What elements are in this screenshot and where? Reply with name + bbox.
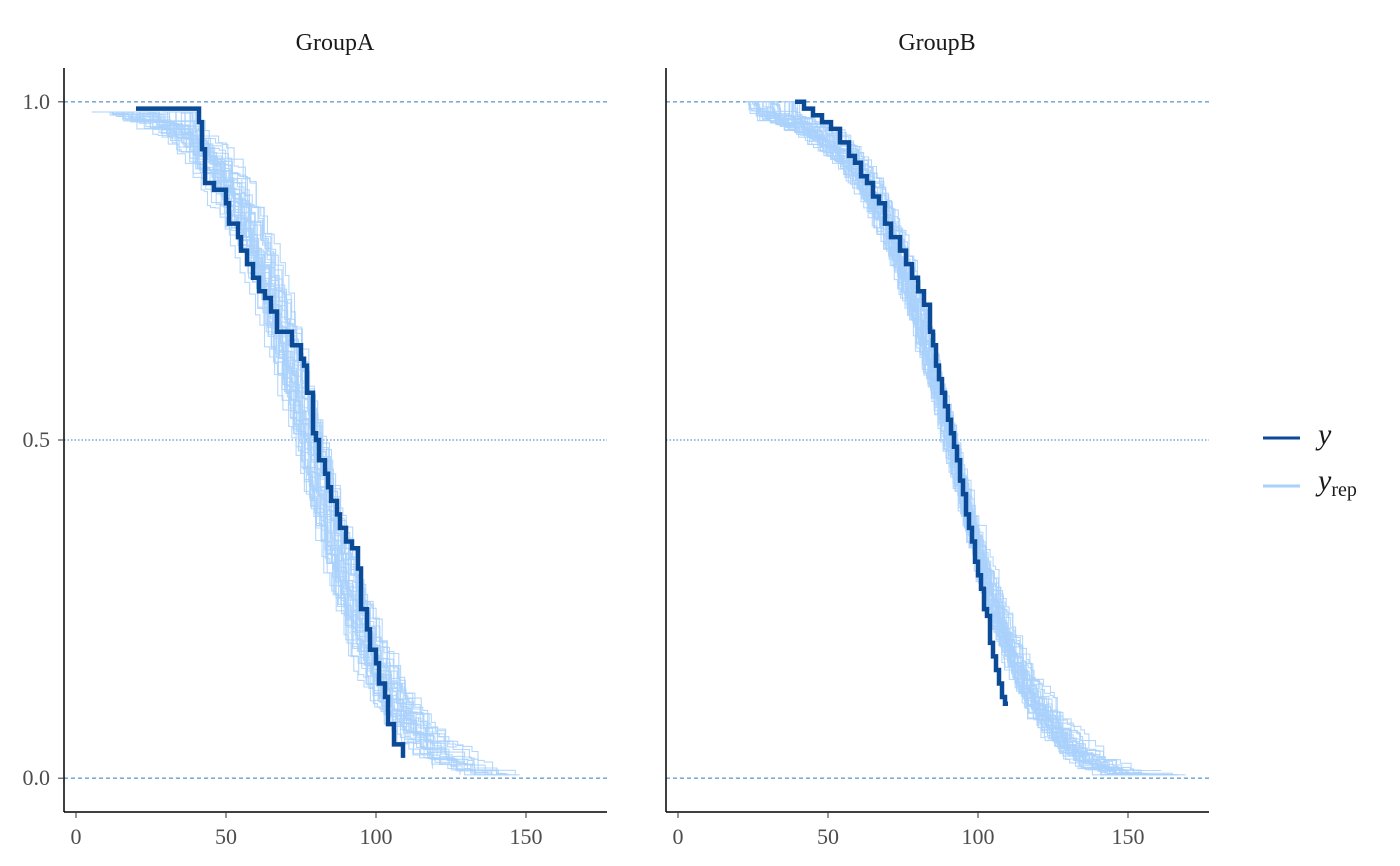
- yrep-curve: [775, 101, 1149, 776]
- yrep-curve: [751, 101, 1090, 755]
- yrep-curve: [765, 101, 1162, 772]
- yrep-curve: [797, 101, 1071, 750]
- yrep-curve: [768, 101, 1173, 776]
- yrep-curve: [781, 101, 1178, 776]
- yrep-curve: [775, 101, 1077, 758]
- yrep-curve: [113, 111, 426, 737]
- yrep-curve: [756, 101, 1120, 775]
- yrep-curve: [792, 101, 1082, 762]
- y-tick-label: 0.5: [23, 427, 51, 452]
- legend: y yrep: [1263, 418, 1357, 501]
- y-observed-step-curve: [795, 99, 1008, 707]
- x-tick-label: 50: [215, 824, 237, 849]
- yrep-curve: [786, 101, 1134, 776]
- yrep-curve: [745, 101, 1118, 776]
- x-tick-label: 100: [962, 824, 995, 849]
- yrep-curve: [781, 101, 1073, 741]
- reference-lines-group-a: [64, 101, 607, 779]
- yrep-curve: [769, 101, 1150, 776]
- y-tick-label: 1.0: [23, 89, 51, 114]
- yrep-curve: [786, 101, 1077, 741]
- yrep-curve: [786, 101, 1112, 776]
- yrep-curve: [750, 101, 1091, 759]
- y-tick-label: 0.0: [23, 765, 51, 790]
- yrep-curve: [790, 101, 1082, 747]
- legend-label-y: y: [1315, 418, 1332, 451]
- yrep-curve: [771, 101, 1179, 776]
- yrep-curve: [177, 111, 473, 773]
- yrep-curve: [180, 111, 396, 734]
- panel-group-a: GroupA 0 50 100 150 0.0 0.5 1.0: [23, 30, 607, 849]
- y-curve-group-a: [136, 106, 406, 758]
- axes-group-b: 0 50 100 150: [665, 68, 1209, 849]
- x-tick-label: 50: [817, 824, 839, 849]
- legend-label-yrep-base: y: [1315, 464, 1332, 497]
- y-observed-step-curve: [136, 106, 406, 758]
- reference-lines-group-b: [666, 101, 1209, 779]
- yrep-curve: [792, 101, 1162, 776]
- yrep-curve: [139, 111, 486, 775]
- x-tick-label: 150: [1112, 824, 1145, 849]
- yrep-curve: [746, 101, 1096, 757]
- x-tick-label: 150: [510, 824, 543, 849]
- yrep-curve: [788, 101, 1171, 776]
- yrep-curve: [91, 111, 467, 770]
- legend-label-yrep: yrep: [1315, 464, 1357, 501]
- yrep-curve: [749, 101, 1123, 773]
- yrep-curve: [753, 101, 1101, 770]
- yrep-curve: [795, 101, 1168, 776]
- panel-title-group-b: GroupB: [898, 30, 975, 56]
- yrep-curves-group-b: [745, 101, 1186, 776]
- x-tick-label: 0: [71, 824, 82, 849]
- yrep-curve: [192, 111, 508, 775]
- yrep-curve: [753, 101, 1172, 776]
- yrep-curve: [791, 101, 1148, 776]
- x-tick-label: 100: [360, 824, 393, 849]
- legend-label-yrep-subscript: rep: [1331, 479, 1357, 501]
- yrep-curve: [750, 101, 1129, 774]
- panel-group-b: GroupB 0 50 100 150: [665, 30, 1209, 849]
- y-curve-group-b: [795, 99, 1008, 707]
- yrep-curve: [124, 111, 444, 749]
- panel-title-group-a: GroupA: [296, 30, 375, 56]
- yrep-curve: [745, 101, 1140, 773]
- yrep-curve: [103, 111, 461, 775]
- yrep-curve: [107, 111, 433, 769]
- yrep-curve: [130, 111, 445, 751]
- axes-group-a: 0 50 100 150 0.0 0.5 1.0: [23, 68, 607, 849]
- x-tick-label: 0: [673, 824, 684, 849]
- yrep-curves-group-a: [91, 111, 520, 776]
- yrep-curve: [767, 101, 1186, 776]
